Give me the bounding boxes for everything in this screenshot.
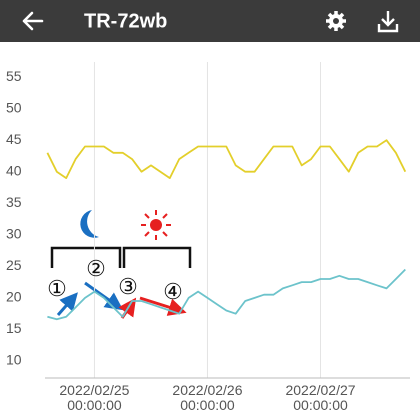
series-line <box>47 268 406 321</box>
series-line <box>46 139 407 179</box>
y-tick-label: 55 <box>6 68 22 84</box>
y-tick-label: 40 <box>6 162 22 178</box>
y-tick-label: 25 <box>6 257 22 273</box>
y-tick-label: 50 <box>6 99 22 115</box>
y-tick-label: 20 <box>6 289 22 305</box>
back-button[interactable] <box>22 11 44 31</box>
download-button[interactable] <box>377 11 399 33</box>
x-tick-label: 2022/02/27 00:00:00 <box>285 382 356 413</box>
step-number: ① <box>47 276 67 301</box>
y-tick-label: 30 <box>6 226 22 242</box>
app-title: TR-72wb <box>84 10 167 32</box>
y-tick-label: 45 <box>6 131 22 147</box>
y-tick-label: 15 <box>6 320 22 336</box>
step-number: ③ <box>118 274 138 299</box>
step-number: ② <box>86 256 106 281</box>
y-tick-label: 10 <box>6 352 22 368</box>
x-tick-label: 2022/02/26 00:00:00 <box>172 382 243 413</box>
y-tick-label: 35 <box>6 194 22 210</box>
settings-button[interactable] <box>326 11 346 31</box>
step-number: ④ <box>163 279 183 304</box>
app-bar <box>0 0 420 42</box>
x-tick-label: 2022/02/25 00:00:00 <box>59 382 130 413</box>
